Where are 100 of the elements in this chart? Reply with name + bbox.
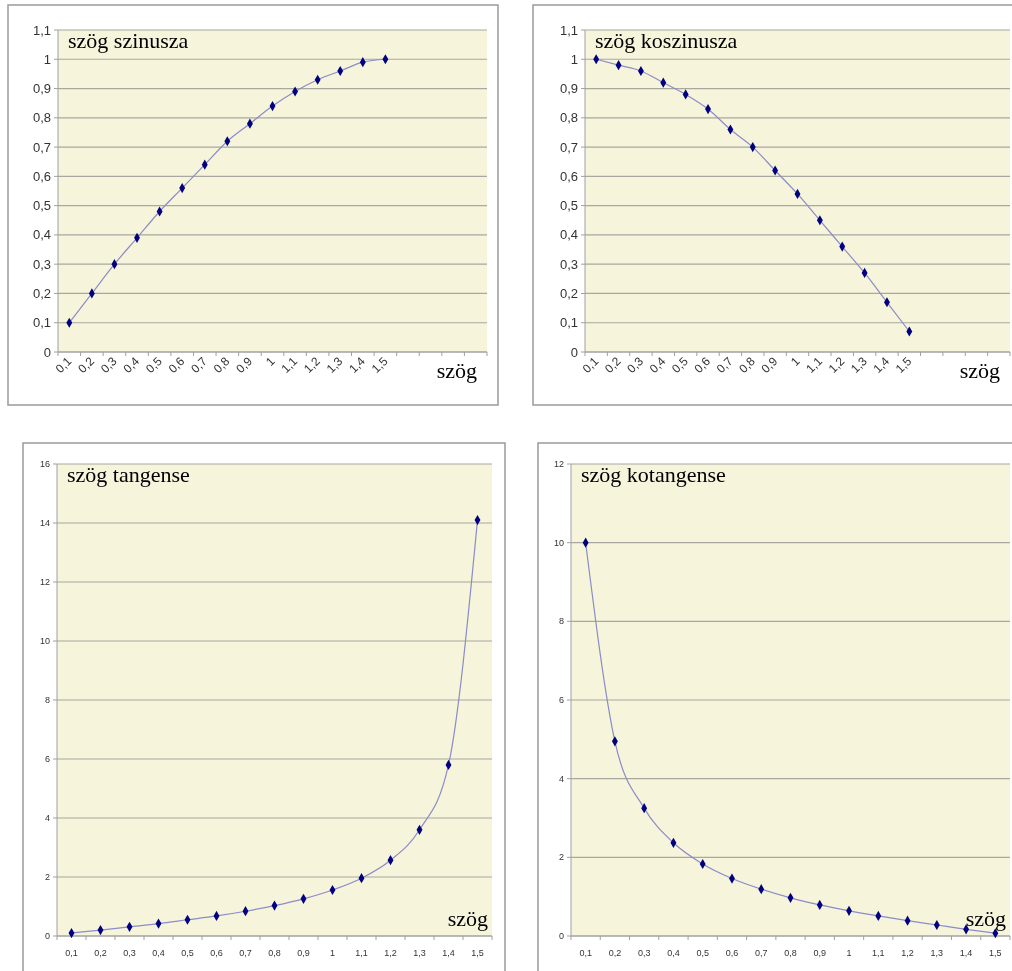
y-tick-label: 0,8 <box>559 110 578 126</box>
y-tick-label: 8 <box>44 695 50 706</box>
x-tick-label: 1,4 <box>346 354 369 376</box>
x-tick-label: 0,9 <box>233 354 256 376</box>
x-tick-label: 1,5 <box>892 354 915 376</box>
x-tick-label: 1,3 <box>848 354 870 376</box>
x-tick-label: 0,6 <box>165 354 188 376</box>
y-tick-label: 0,3 <box>559 256 578 272</box>
y-tick-label: 0,1 <box>32 315 51 331</box>
x-tick-label: 1,3 <box>930 948 944 958</box>
y-tick-label: 2 <box>44 872 50 883</box>
x-tick-label: 0,4 <box>646 354 669 376</box>
x-tick-label: 0,3 <box>624 354 647 376</box>
x-tick-label: 0,2 <box>94 948 107 958</box>
x-tick-label: 1,4 <box>870 354 893 376</box>
chart-title: szög koszinusza <box>595 28 738 53</box>
y-tick-label: 0,2 <box>32 286 51 301</box>
y-tick-label: 1,1 <box>559 22 578 38</box>
y-tick-label: 0,5 <box>32 198 51 214</box>
y-tick-label: 0,7 <box>559 139 578 155</box>
chart-title: szög tangense <box>67 462 190 487</box>
y-tick-label: 0 <box>43 344 51 360</box>
y-tick-label: 0,5 <box>559 198 578 214</box>
x-axis-title: szög <box>447 906 488 931</box>
x-tick-label: 0,7 <box>754 948 768 958</box>
y-tick-label: 0 <box>570 344 578 360</box>
y-tick-label: 0,2 <box>559 286 578 301</box>
y-tick-label: 10 <box>39 636 50 647</box>
x-tick-label: 1,4 <box>959 948 973 958</box>
x-tick-label: 1,4 <box>442 948 455 958</box>
x-tick-label: 0,7 <box>239 948 252 958</box>
x-tick-label: 0,1 <box>579 948 592 958</box>
x-tick-label: 1,1 <box>278 354 301 376</box>
y-tick-label: 0 <box>44 931 50 942</box>
y-tick-label: 6 <box>44 754 50 765</box>
y-tick-label: 8 <box>558 616 564 627</box>
x-tick-label: 0,4 <box>120 354 143 376</box>
y-tick-label: 0,4 <box>559 227 578 243</box>
y-tick-label: 1 <box>570 51 578 67</box>
x-tick-label: 0,7 <box>188 354 211 376</box>
x-tick-label: 1,2 <box>825 354 848 376</box>
x-tick-label: 1,2 <box>901 948 914 958</box>
x-tick-label: 1 <box>846 948 852 958</box>
x-axis-title: szög <box>959 358 1000 383</box>
x-tick-label: 1,1 <box>355 948 368 958</box>
y-tick-label: 12 <box>553 459 564 470</box>
x-tick-label: 0,8 <box>736 354 759 376</box>
x-tick-label: 0,2 <box>75 354 98 376</box>
y-tick-label: 1 <box>43 51 51 67</box>
y-tick-label: 0,7 <box>32 139 51 155</box>
x-tick-label: 1 <box>329 948 336 958</box>
x-tick-label: 1,3 <box>413 948 426 958</box>
x-tick-label: 0,3 <box>97 354 120 376</box>
chart-title: szög szinusza <box>68 28 189 53</box>
y-tick-label: 0,6 <box>32 168 51 184</box>
y-tick-label: 4 <box>558 773 564 784</box>
x-tick-label: 0,9 <box>758 354 781 376</box>
x-tick-label: 0,6 <box>691 354 714 376</box>
y-tick-label: 6 <box>558 695 564 706</box>
x-tick-label: 1 <box>787 354 803 369</box>
x-tick-label: 1,2 <box>384 948 397 958</box>
chart-title: szög kotangense <box>581 462 726 487</box>
y-tick-label: 0,1 <box>559 315 578 331</box>
x-tick-label: 0,8 <box>210 354 233 376</box>
x-tick-label: 0,5 <box>143 354 165 376</box>
y-tick-label: 0,9 <box>559 81 578 97</box>
x-tick-label: 0,7 <box>713 354 736 376</box>
x-tick-label: 1,5 <box>368 354 391 376</box>
x-tick-label: 0,6 <box>725 948 739 958</box>
y-tick-label: 16 <box>39 459 50 470</box>
x-tick-label: 1,1 <box>872 948 885 958</box>
x-tick-label: 0,2 <box>608 948 622 958</box>
x-tick-label: 1,3 <box>323 354 346 376</box>
y-tick-label: 0,9 <box>32 81 51 97</box>
y-tick-label: 0,3 <box>32 256 51 272</box>
x-tick-label: 1 <box>262 354 278 369</box>
y-tick-label: 10 <box>553 537 564 548</box>
y-tick-label: 2 <box>558 852 564 863</box>
y-tick-label: 14 <box>39 518 50 529</box>
y-tick-label: 4 <box>44 813 50 824</box>
x-tick-label: 0,9 <box>813 948 827 958</box>
x-tick-label: 0,6 <box>210 948 223 958</box>
x-tick-label: 0,3 <box>123 948 136 958</box>
y-tick-label: 0,4 <box>32 227 51 243</box>
x-tick-label: 0,3 <box>637 948 651 958</box>
x-tick-label: 1,5 <box>471 948 484 958</box>
y-tick-label: 12 <box>39 577 50 588</box>
x-tick-label: 1,2 <box>301 354 324 376</box>
x-axis-title: szög <box>436 358 477 383</box>
x-tick-label: 0,1 <box>65 948 78 958</box>
x-tick-label: 0,8 <box>784 948 797 958</box>
y-tick-label: 0,8 <box>32 110 51 126</box>
x-axis-title: szög <box>965 906 1006 931</box>
x-tick-label: 1,1 <box>803 354 826 376</box>
x-tick-label: 0,4 <box>667 948 680 958</box>
x-tick-label: 1,5 <box>989 948 1002 958</box>
x-tick-label: 0,8 <box>268 948 281 958</box>
y-tick-label: 0 <box>558 931 564 942</box>
x-tick-label: 0,9 <box>297 948 310 958</box>
y-tick-label: 1,1 <box>32 22 51 38</box>
